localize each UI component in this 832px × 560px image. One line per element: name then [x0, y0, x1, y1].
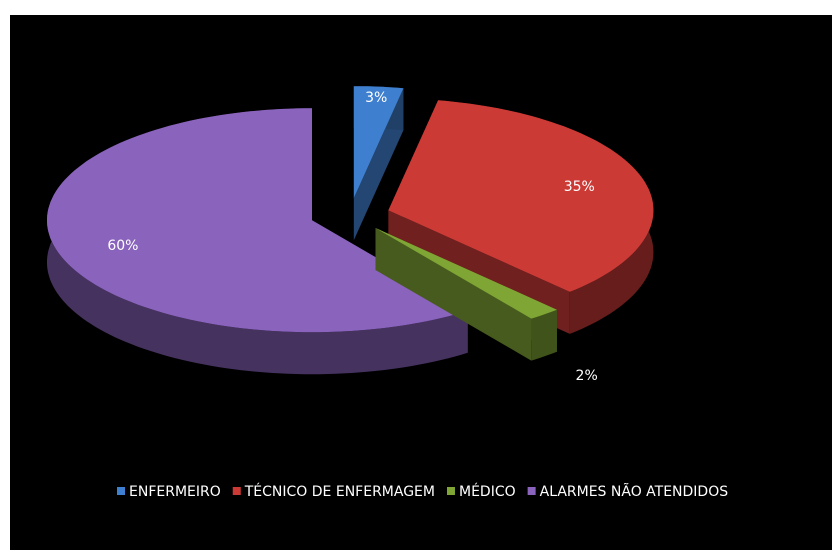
pie-slice	[375, 228, 557, 361]
data-label: 2%	[576, 368, 598, 384]
data-label: 60%	[107, 238, 138, 254]
slice-side	[47, 108, 468, 375]
legend-marker	[446, 487, 455, 495]
legend-marker	[527, 487, 536, 495]
slice-face	[375, 228, 532, 361]
slice-top	[47, 108, 468, 333]
legend-label: ALARMES NÃO ATENDIDOS	[540, 483, 729, 500]
slice-top	[375, 228, 557, 319]
data-label: 3%	[365, 90, 387, 106]
pie-slice	[47, 108, 468, 375]
legend-marker	[117, 487, 125, 495]
slice-side	[531, 309, 557, 361]
legend-label: TÉCNICO DE ENFERMAGEM	[244, 483, 435, 500]
slice-top	[388, 100, 654, 292]
slice-top	[353, 86, 404, 199]
legend-label: ENFERMEIRO	[129, 484, 221, 500]
legend-label: MÉDICO	[459, 483, 516, 500]
pie-slice	[353, 86, 404, 241]
data-label: 35%	[564, 179, 595, 195]
legend-marker	[232, 487, 241, 495]
